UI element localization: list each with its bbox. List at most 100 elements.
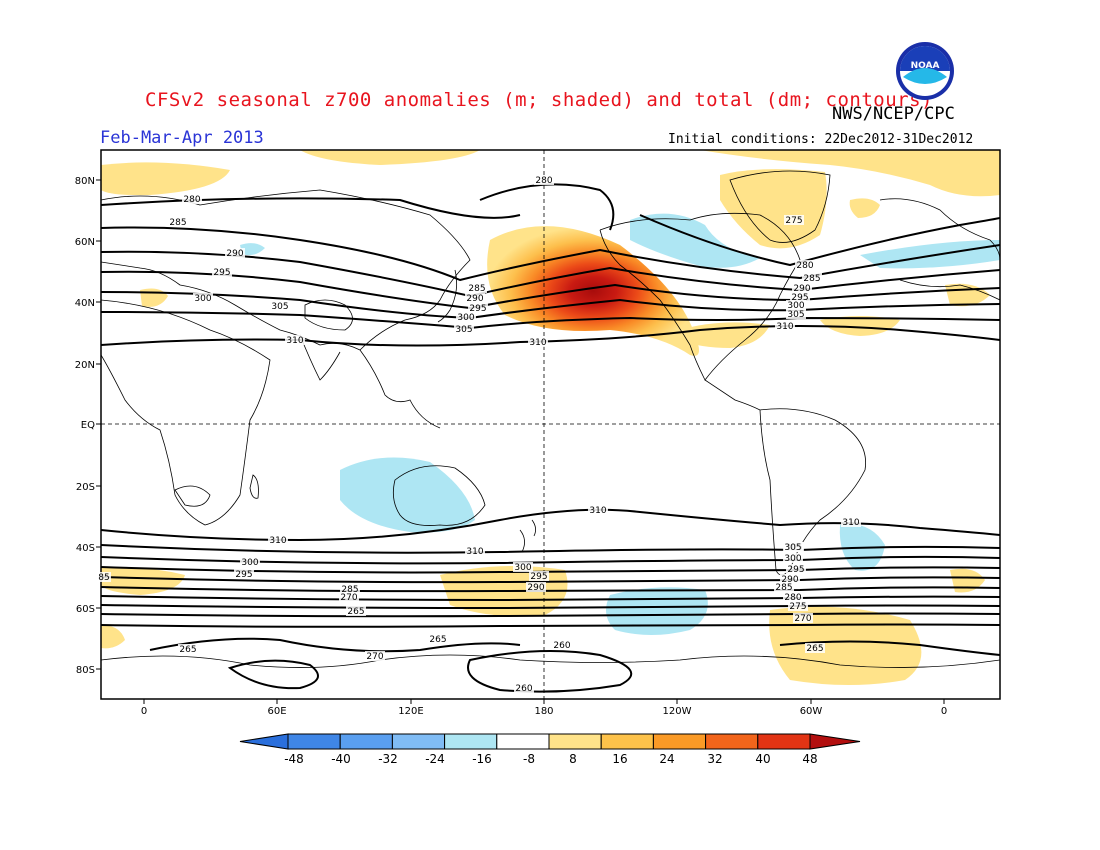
negative-anomaly-south-pacific bbox=[606, 587, 708, 635]
longitude-label: 60E bbox=[267, 706, 286, 717]
latitude-label: 40S bbox=[76, 543, 95, 554]
coastline-central-america bbox=[704, 379, 761, 411]
contour-label: 275 bbox=[789, 602, 806, 612]
coastline-greenland bbox=[729, 170, 831, 243]
contour-265-antarctic bbox=[149, 637, 1000, 656]
contour-label-bg bbox=[212, 267, 232, 277]
contour-label-bg bbox=[234, 569, 254, 579]
contour-label-bg bbox=[528, 337, 548, 347]
contour-label: 280 bbox=[535, 176, 552, 186]
contour-300-south bbox=[101, 555, 1000, 565]
contour-270-antarctic bbox=[227, 659, 319, 690]
latitude-label: EQ bbox=[81, 420, 95, 431]
contour-label-bg bbox=[786, 309, 806, 319]
contour-label: 290 bbox=[781, 575, 798, 585]
latitude-label: 20N bbox=[75, 360, 95, 371]
contour-label-bg bbox=[97, 572, 111, 582]
map-title: CFSv2 seasonal z700 anomalies (m; shaded… bbox=[145, 89, 933, 111]
colorbar-label: -8 bbox=[523, 752, 535, 766]
contour-label: 310 bbox=[842, 518, 859, 528]
contour-label-bg bbox=[783, 553, 803, 563]
latitude-label: 40N bbox=[75, 298, 95, 309]
contour-label-bg bbox=[456, 312, 476, 322]
coastline-europe bbox=[879, 198, 1000, 301]
contour-label: 305 bbox=[271, 302, 288, 312]
colorbar-label: -32 bbox=[378, 752, 398, 766]
contour-label: 305 bbox=[784, 543, 801, 553]
colorbar-label: -48 bbox=[284, 752, 304, 766]
contour-label: 270 bbox=[794, 614, 811, 624]
colorbar-segment bbox=[391, 733, 446, 750]
contour-label: 285 bbox=[169, 218, 186, 228]
contour-label: 300 bbox=[787, 301, 804, 311]
positive-anomaly-atlantic bbox=[820, 316, 900, 336]
contour-label-bg bbox=[365, 651, 385, 661]
contour-280-south bbox=[101, 595, 1000, 602]
contour-label-bg bbox=[454, 324, 474, 334]
contour-295-south bbox=[101, 566, 1000, 574]
contour-label-bg bbox=[588, 505, 608, 515]
contour-label-bg bbox=[534, 175, 554, 185]
height-contours bbox=[101, 183, 1000, 693]
contour-label-bg bbox=[168, 217, 188, 227]
contour-label-bg bbox=[526, 582, 546, 592]
colorbar-segment bbox=[600, 733, 654, 750]
contour-label-bg bbox=[790, 292, 810, 302]
contour-275-south bbox=[101, 604, 1000, 610]
contour-label-bg bbox=[428, 634, 448, 644]
contour-label: 280 bbox=[784, 593, 801, 603]
colorbar-arrow-left bbox=[239, 733, 289, 750]
coastline-australia bbox=[392, 465, 486, 526]
contour-label-bg bbox=[529, 571, 549, 581]
contour-label: 290 bbox=[793, 284, 810, 294]
negative-anomaly-indian-ocean bbox=[340, 457, 475, 533]
colorbar-label: 8 bbox=[569, 752, 577, 766]
coastline-new-zealand bbox=[519, 519, 536, 553]
colorbar-label: -16 bbox=[472, 752, 492, 766]
colorbar-segment bbox=[287, 733, 341, 750]
contour-260-antarctic bbox=[467, 650, 633, 693]
coastline-india bbox=[299, 334, 341, 381]
contour-290 bbox=[101, 250, 1000, 298]
contour-290-south bbox=[101, 576, 1000, 584]
contour-label: 290 bbox=[226, 249, 243, 259]
contour-label: 290 bbox=[466, 294, 483, 304]
negative-anomaly-alaska bbox=[630, 213, 760, 268]
contour-label-bg bbox=[795, 260, 815, 270]
contour-label-bg bbox=[468, 303, 488, 313]
contour-label: 295 bbox=[530, 572, 547, 582]
contour-280-east bbox=[639, 214, 1000, 267]
coastline-tibet bbox=[304, 299, 353, 331]
colorbar-segment bbox=[339, 733, 393, 750]
contour-label-bg bbox=[340, 584, 360, 594]
contour-label: 310 bbox=[589, 506, 606, 516]
contour-label: 260 bbox=[515, 684, 532, 694]
colorbar-arrow-right bbox=[809, 733, 861, 750]
season-label: Feb-Mar-Apr 2013 bbox=[100, 128, 264, 148]
contour-label: 265 bbox=[429, 635, 446, 645]
colorbar-segment bbox=[757, 733, 811, 750]
latitude-label: 80N bbox=[75, 176, 95, 187]
contour-label-bg bbox=[786, 564, 806, 574]
contour-285-south bbox=[101, 586, 1000, 593]
contour-305-south bbox=[101, 544, 1000, 554]
contour-label: 275 bbox=[785, 216, 802, 226]
contour-label: 310 bbox=[286, 336, 303, 346]
contour-label-bg bbox=[339, 592, 359, 602]
contour-label-bg bbox=[805, 643, 825, 653]
contour-label-bg bbox=[788, 601, 808, 611]
contour-label: 295 bbox=[213, 268, 230, 278]
contour-label-bg bbox=[780, 574, 800, 584]
longitude-label: 0 bbox=[141, 706, 147, 717]
longitude-label: 180 bbox=[534, 706, 553, 717]
contour-label: 280 bbox=[183, 195, 200, 205]
contour-label: 270 bbox=[366, 652, 383, 662]
colorbar-label: 32 bbox=[707, 752, 722, 766]
initial-conditions-label: Initial conditions: 22Dec2012-31Dec2012 bbox=[668, 132, 974, 147]
contour-label-bg bbox=[193, 293, 213, 303]
contour-label-bg bbox=[467, 283, 487, 293]
colorbar-segment bbox=[652, 733, 707, 750]
contour-label: 285 bbox=[468, 284, 485, 294]
contour-285 bbox=[101, 226, 1000, 282]
contour-label-bg bbox=[793, 613, 813, 623]
